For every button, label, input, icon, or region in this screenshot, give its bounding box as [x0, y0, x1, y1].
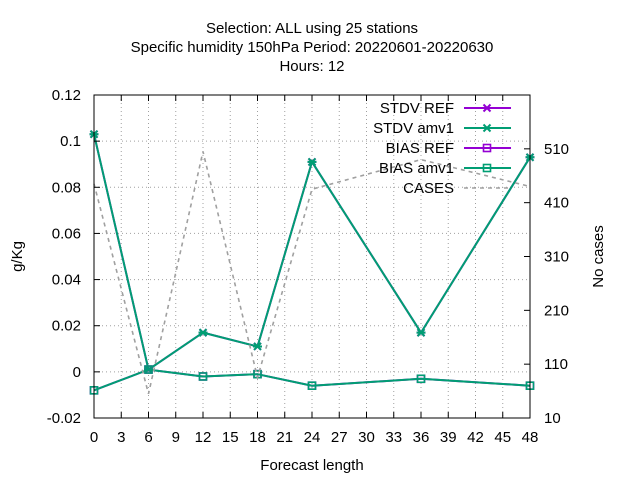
y-tick-label: 0.08: [52, 179, 81, 196]
data-point: [482, 163, 492, 173]
data-point: [416, 374, 426, 384]
y2-axis-ticks: 10 110 210 310 410 510: [524, 141, 569, 427]
x-tick-label: 9: [172, 429, 180, 446]
y2-axis-label: No cases: [590, 225, 607, 288]
chart-title: Selection: ALL using 25 stations Specifi…: [131, 20, 494, 75]
data-point: [482, 123, 492, 133]
series-layer: [89, 130, 535, 395]
x-tick-label: 24: [304, 429, 321, 446]
x-axis-label: Forecast length: [260, 457, 363, 474]
y2-tick-label: 110: [544, 356, 568, 373]
legend-label: STDV REF: [380, 100, 454, 117]
y-tick-label: 0: [73, 364, 81, 381]
data-point: [198, 328, 208, 337]
grid: [94, 95, 530, 418]
y-tick-label: -0.02: [47, 410, 81, 427]
title-line-1: Selection: ALL using 25 stations: [206, 20, 418, 37]
x-tick-label: 39: [440, 429, 457, 446]
legend-label: BIAS REF: [386, 140, 454, 157]
y2-tick-label: 310: [544, 249, 569, 266]
data-point: [482, 143, 492, 153]
y2-tick-label: 410: [544, 195, 569, 212]
legend: STDV REF STDV amv1 BIAS REF BIAS amv1 CASES: [373, 100, 511, 197]
x-tick-label: 45: [494, 429, 511, 446]
x-tick-label: 48: [522, 429, 539, 446]
y-tick-label: 0.04: [52, 272, 81, 289]
x-tick-label: 15: [222, 429, 239, 446]
x-tick-label: 36: [413, 429, 430, 446]
y-tick-label: 0.1: [60, 133, 81, 150]
y-axis-label: g/Kg: [9, 241, 26, 272]
data-point: [307, 157, 317, 167]
x-tick-label: 0: [90, 429, 98, 446]
x-tick-label: 27: [331, 429, 348, 446]
data-point: [144, 365, 153, 374]
series-line-cases: [93, 151, 531, 395]
x-axis-ticks: 0 3 6 9 12 15 18 21 24 27 30 33 36 39 42 45 48: [90, 95, 539, 446]
legend-label: BIAS amv1: [379, 160, 454, 177]
x-tick-label: 18: [249, 429, 266, 446]
y-tick-label: 0.02: [52, 318, 81, 335]
x-tick-label: 33: [385, 429, 402, 446]
y2-tick-label: 10: [544, 410, 561, 427]
y2-tick-label: 510: [544, 141, 569, 158]
y-tick-label: 0.12: [52, 87, 81, 104]
x-tick-label: 12: [195, 429, 212, 446]
data-point: [198, 372, 208, 381]
y2-tick-label: 210: [544, 302, 569, 319]
x-tick-label: 30: [358, 429, 375, 446]
data-point: [482, 103, 492, 113]
y-tick-label: 0.06: [52, 225, 81, 242]
title-line-2: Specific humidity 150hPa Period: 2022060…: [131, 39, 494, 56]
series-line-bias-amv1: [93, 368, 531, 392]
data-point: [416, 328, 426, 337]
x-tick-label: 3: [117, 429, 125, 446]
legend-label: STDV amv1: [373, 120, 454, 137]
x-tick-label: 42: [467, 429, 484, 446]
data-point: [307, 381, 317, 391]
title-line-3: Hours: 12: [279, 58, 344, 75]
x-tick-label: 6: [144, 429, 152, 446]
y-axis-ticks: -0.02 0 0.02 0.04 0.06 0.08 0.1 0.12: [47, 87, 100, 427]
legend-label: CASES: [403, 180, 454, 197]
x-tick-label: 21: [276, 429, 293, 446]
data-point: [253, 342, 262, 351]
